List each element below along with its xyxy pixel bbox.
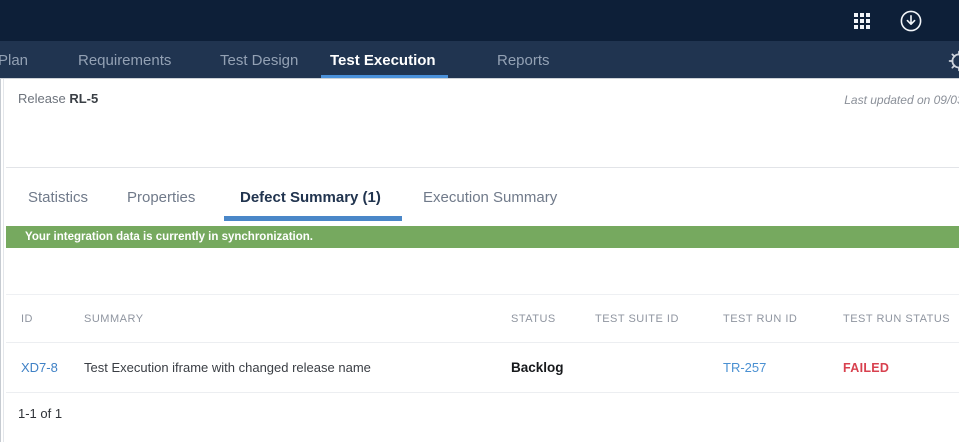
release-label: Release RL-5 bbox=[18, 91, 98, 106]
release-header-band: Release RL-5 Last updated on 09/03/ bbox=[6, 79, 959, 168]
pagination-count: 1-1 of 1 bbox=[18, 406, 63, 421]
top-app-bar bbox=[0, 0, 959, 41]
tab-defect-summary[interactable]: Defect Summary (1) bbox=[224, 168, 402, 226]
left-edge-divider bbox=[0, 79, 1, 442]
col-header-test-suite-id: TEST SUITE ID bbox=[595, 312, 679, 325]
nav-tab-test-execution[interactable]: Test Execution bbox=[321, 41, 448, 78]
pagination-bar: 1-1 of 1 bbox=[6, 392, 959, 442]
nav-tab-plan[interactable]: Plan bbox=[0, 51, 29, 69]
col-header-summary: SUMMARY bbox=[84, 312, 144, 325]
col-header-id: ID bbox=[21, 312, 33, 325]
defect-id-cell: XD7-8 bbox=[21, 360, 84, 375]
test-run-id-link[interactable]: TR-257 bbox=[723, 360, 767, 375]
defect-status-cell: Backlog bbox=[511, 360, 564, 375]
release-word: Release bbox=[18, 91, 66, 106]
content-frame: Release RL-5 Last updated on 09/03/ Stat… bbox=[0, 79, 959, 442]
topbar-icon-group bbox=[854, 10, 959, 32]
gear-icon[interactable] bbox=[947, 49, 959, 78]
test-run-status-cell: FAILED bbox=[843, 360, 890, 375]
tab-statistics[interactable]: Statistics bbox=[28, 188, 89, 206]
test-run-id-cell: TR-257 bbox=[723, 360, 843, 375]
spacer bbox=[6, 248, 959, 294]
tab-execution-summary[interactable]: Execution Summary bbox=[423, 188, 558, 206]
main-nav-bar: Plan Requirements Test Design Test Execu… bbox=[0, 41, 959, 79]
sync-status-banner: Your integration data is currently in sy… bbox=[6, 226, 959, 248]
col-header-test-run-id: TEST RUN ID bbox=[723, 312, 798, 325]
col-header-status: STATUS bbox=[511, 312, 556, 325]
download-icon[interactable] bbox=[900, 10, 922, 32]
defect-summary-cell: Test Execution iframe with changed relea… bbox=[84, 360, 371, 375]
left-edge-divider-inner bbox=[3, 79, 4, 442]
apps-grid-icon[interactable] bbox=[854, 12, 870, 29]
nav-tab-reports[interactable]: Reports bbox=[497, 51, 550, 69]
table-header-row: ID SUMMARY STATUS TEST SUITE ID TEST RUN… bbox=[6, 294, 959, 342]
col-header-test-run-status: TEST RUN STATUS bbox=[843, 312, 951, 325]
tab-properties[interactable]: Properties bbox=[127, 188, 196, 206]
table-row: XD7-8 Test Execution iframe with changed… bbox=[6, 342, 959, 392]
nav-tab-requirements[interactable]: Requirements bbox=[78, 51, 172, 69]
release-id: RL-5 bbox=[69, 91, 99, 106]
nav-tab-test-design[interactable]: Test Design bbox=[220, 51, 299, 69]
defect-id-link[interactable]: XD7-8 bbox=[21, 360, 58, 375]
last-updated-text: Last updated on 09/03/ bbox=[844, 93, 959, 107]
subtab-bar: Statistics Properties Defect Summary (1)… bbox=[6, 168, 959, 226]
